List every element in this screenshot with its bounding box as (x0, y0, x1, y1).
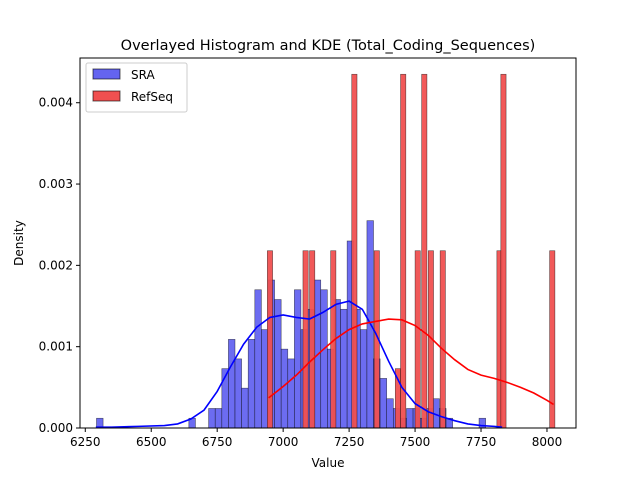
histogram-bar (214, 408, 223, 429)
histogram-bar (400, 73, 407, 429)
y-tick-label: 0.000 (39, 421, 73, 435)
x-tick-label: 6250 (70, 435, 101, 449)
histogram-bar (241, 387, 249, 429)
x-tick-label: 7250 (334, 435, 365, 449)
histogram-bar (228, 339, 236, 429)
legend-label-sra: SRA (131, 68, 155, 82)
histogram-bar (287, 358, 295, 429)
histogram-bar (254, 289, 262, 429)
y-axis-ticks: 0.000 0.001 0.002 0.003 0.004 (39, 96, 80, 435)
y-tick-label: 0.004 (39, 96, 73, 110)
histogram-bar (414, 250, 421, 429)
legend-swatch-sra (92, 68, 121, 80)
x-tick-label: 7000 (268, 435, 299, 449)
histogram-bar (274, 299, 282, 429)
histogram-bar (406, 408, 414, 429)
histogram-bar (340, 308, 348, 429)
histogram-bar (379, 378, 388, 429)
histogram-bar (294, 289, 302, 429)
histogram-bar (386, 398, 394, 429)
y-tick-label: 0.003 (39, 177, 73, 191)
x-tick-label: 7500 (400, 435, 431, 449)
plot-frame (79, 57, 577, 429)
kde-line-refseq (268, 318, 554, 406)
y-axis-label: Density (12, 220, 26, 266)
x-tick-label: 6500 (136, 435, 167, 449)
chart-title: Overlayed Histogram and KDE (Total_Codin… (121, 38, 536, 54)
bars-refseq (267, 73, 556, 429)
x-tick-label: 8000 (532, 435, 563, 449)
histogram-bar (309, 250, 316, 429)
histogram-bar (247, 339, 256, 429)
legend-swatch-refseq (92, 90, 121, 102)
y-tick-label: 0.002 (39, 258, 73, 272)
kde-curves (95, 300, 554, 428)
x-axis-ticks: 6250 6500 6750 7000 7250 7500 7750 8000 (70, 428, 562, 449)
legend-label-refseq: RefSeq (131, 90, 173, 104)
histogram-bar (500, 73, 507, 429)
y-tick-label: 0.001 (39, 340, 73, 354)
histogram-bar (351, 73, 358, 429)
kde-line-sra (95, 300, 503, 428)
histogram-bar (549, 250, 556, 429)
histogram-bar (439, 250, 446, 429)
histogram-bar (280, 348, 289, 429)
histogram-bar (302, 250, 309, 429)
histogram-bar (208, 408, 216, 429)
x-tick-label: 7750 (466, 435, 497, 449)
histogram-bar (234, 358, 242, 429)
histogram-bar (421, 73, 428, 429)
x-axis-label: Value (312, 456, 345, 470)
histogram-bar (267, 250, 273, 429)
legend: SRA RefSeq (85, 62, 188, 113)
x-tick-label: 6750 (202, 435, 233, 449)
histogram-bar (360, 329, 368, 429)
histogram-bar (261, 329, 269, 429)
